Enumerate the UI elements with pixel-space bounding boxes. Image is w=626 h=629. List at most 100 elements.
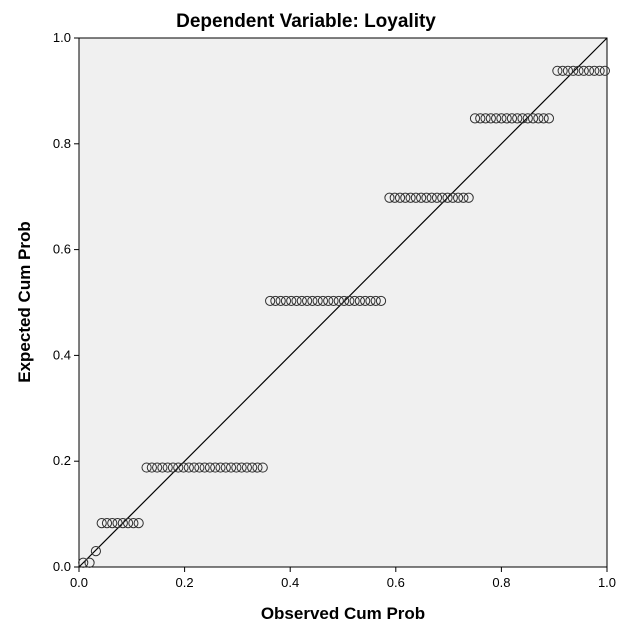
data-point bbox=[578, 65, 589, 76]
data-point bbox=[133, 517, 144, 529]
data-point bbox=[247, 462, 258, 473]
data-point bbox=[354, 295, 365, 307]
data-point bbox=[323, 295, 334, 307]
data-point bbox=[437, 192, 448, 203]
data-point bbox=[562, 65, 574, 76]
data-point bbox=[328, 295, 339, 307]
data-point bbox=[252, 462, 263, 473]
data-point bbox=[426, 192, 437, 203]
data-point bbox=[152, 462, 163, 473]
data-point bbox=[112, 517, 123, 529]
data-point bbox=[90, 546, 101, 557]
data-point bbox=[552, 65, 563, 76]
data-point bbox=[568, 65, 579, 76]
data-point bbox=[533, 113, 544, 124]
x-axis-label: Observed Cum Prob bbox=[261, 604, 425, 623]
data-point bbox=[231, 462, 242, 473]
x-tick-label: 0.6 bbox=[387, 575, 405, 590]
y-tick-label: 0.6 bbox=[53, 242, 71, 257]
data-point bbox=[312, 295, 323, 307]
data-point bbox=[146, 462, 157, 473]
x-tick-label: 0.4 bbox=[281, 575, 299, 590]
data-point bbox=[458, 192, 469, 203]
data-point bbox=[338, 295, 350, 307]
y-tick-label: 0.2 bbox=[53, 453, 71, 468]
y-tick-label: 1.0 bbox=[53, 30, 71, 45]
y-tick-label: 0.4 bbox=[53, 347, 71, 362]
data-point bbox=[84, 557, 95, 568]
data-point bbox=[512, 113, 523, 124]
data-points bbox=[78, 65, 610, 568]
data-point bbox=[117, 517, 128, 529]
data-point bbox=[189, 462, 200, 473]
y-tick-label: 0.8 bbox=[53, 136, 71, 151]
data-point bbox=[257, 462, 268, 473]
data-point bbox=[333, 295, 344, 307]
data-point bbox=[573, 65, 584, 76]
y-tick-label: 0.0 bbox=[53, 559, 71, 574]
data-point bbox=[506, 113, 518, 124]
data-point bbox=[128, 517, 139, 529]
data-point bbox=[199, 462, 210, 473]
data-point bbox=[291, 295, 302, 307]
data-point bbox=[405, 192, 416, 203]
chart-title: Dependent Variable: Loyality bbox=[176, 11, 436, 32]
data-point bbox=[394, 192, 406, 203]
data-point bbox=[236, 462, 247, 473]
data-point bbox=[400, 192, 411, 203]
data-point bbox=[375, 295, 387, 307]
data-point bbox=[204, 462, 216, 473]
data-point bbox=[453, 192, 464, 203]
data-point bbox=[384, 192, 395, 203]
data-point bbox=[491, 113, 502, 124]
data-point bbox=[442, 192, 453, 203]
data-point bbox=[286, 295, 297, 307]
data-point bbox=[360, 295, 371, 307]
data-point bbox=[157, 462, 168, 473]
data-point bbox=[107, 517, 118, 529]
data-point bbox=[517, 113, 528, 124]
data-point bbox=[538, 113, 549, 124]
data-point bbox=[78, 557, 89, 568]
data-point bbox=[594, 65, 605, 76]
data-point bbox=[475, 113, 486, 124]
data-point bbox=[543, 113, 555, 124]
data-point bbox=[480, 113, 491, 124]
x-tick-label: 0.2 bbox=[176, 575, 194, 590]
data-point bbox=[421, 192, 432, 203]
data-point bbox=[365, 295, 376, 307]
data-point bbox=[123, 517, 134, 529]
x-tick-label: 1.0 bbox=[598, 575, 616, 590]
data-point bbox=[270, 295, 281, 307]
data-point bbox=[447, 192, 458, 203]
data-point bbox=[183, 462, 194, 473]
data-point bbox=[215, 462, 226, 473]
data-point bbox=[485, 113, 496, 124]
data-point bbox=[589, 65, 600, 76]
y-axis-label: Expected Cum Prob bbox=[15, 221, 34, 383]
data-point bbox=[173, 462, 184, 473]
data-point bbox=[410, 192, 421, 203]
data-point bbox=[370, 295, 381, 307]
data-point bbox=[496, 113, 507, 124]
data-point bbox=[416, 192, 427, 203]
data-point bbox=[210, 462, 221, 473]
data-point bbox=[296, 295, 307, 307]
data-point bbox=[162, 462, 173, 473]
data-point bbox=[317, 295, 329, 307]
data-point bbox=[527, 113, 539, 124]
data-point bbox=[522, 113, 533, 124]
data-point bbox=[599, 65, 610, 76]
data-point bbox=[301, 295, 313, 307]
data-point bbox=[225, 462, 237, 473]
data-point bbox=[280, 295, 292, 307]
data-point bbox=[307, 295, 318, 307]
y-axis-ticks: 0.0 0.2 0.4 0.6 0.8 1.0 bbox=[53, 30, 79, 574]
data-point bbox=[241, 462, 253, 473]
data-point bbox=[463, 192, 474, 203]
data-point bbox=[167, 462, 179, 473]
data-point bbox=[501, 113, 512, 124]
data-point bbox=[178, 462, 189, 473]
data-point bbox=[194, 462, 205, 473]
